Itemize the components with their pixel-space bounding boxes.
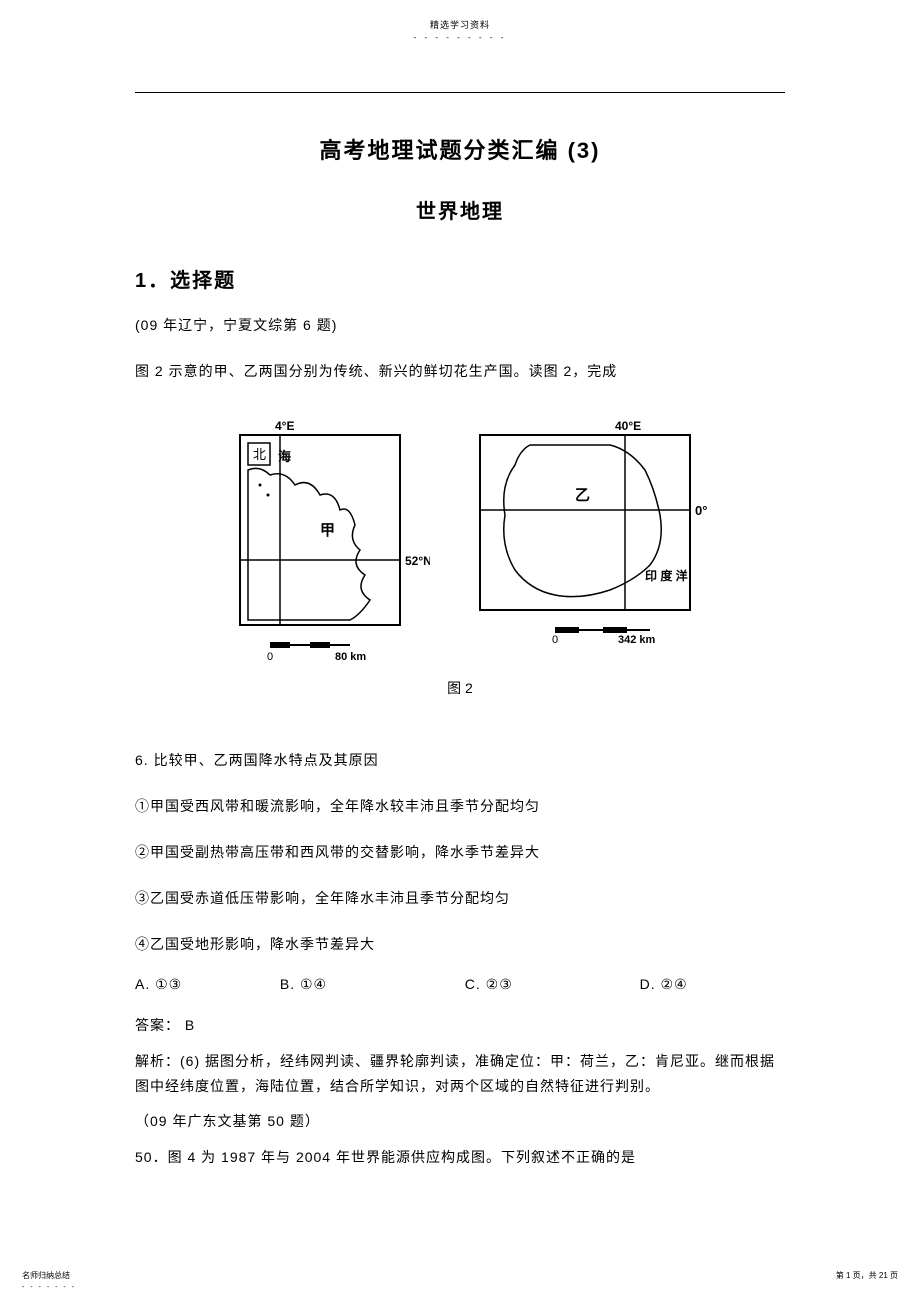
map-left-region-label: 甲 (320, 522, 335, 539)
choice-d: D. ②④ (640, 976, 760, 993)
title-main: 高考地理试题分类汇编 (3) (135, 133, 785, 165)
choice-c: C. ②③ (465, 976, 635, 993)
answer-text: 答案： B (135, 1011, 785, 1039)
question2-source: （09 年广东文基第 50 题） (135, 1109, 785, 1134)
page-container: 高考地理试题分类汇编 (3) 世界地理 1．选择题 (09 年辽宁，宁夏文综第 … (135, 92, 785, 1170)
map-left-scale-end: 80 km (335, 651, 366, 663)
question-opt1: ①甲国受西风带和暖流影响，全年降水较丰沛且季节分配均匀 (135, 792, 785, 820)
map-right-scale-end: 342 km (618, 634, 656, 645)
choice-b: B. ①④ (280, 976, 460, 993)
footer-right: 第 1 页，共 21 页 (836, 1270, 898, 1281)
header-dots: - - - - - - - - - (0, 33, 920, 42)
map-right-lat-label: 0° (695, 503, 707, 518)
maps-row: 4°E 北 海 52°N 甲 (135, 415, 785, 670)
map-caption: 图 2 (135, 678, 785, 698)
analysis-text: 解析：(6) 据图分析，经纬网判读、疆界轮廓判读，准确定位：甲：荷兰，乙：肯尼亚… (135, 1049, 785, 1099)
question-opt4: ④乙国受地形影响，降水季节差异大 (135, 930, 785, 958)
map-left: 4°E 北 海 52°N 甲 (200, 415, 430, 670)
footer-dots-left: - - - - - - - (22, 1284, 76, 1291)
map-left-lat-label: 52°N (405, 554, 430, 568)
map-right-scale-zero: 0 (552, 634, 558, 645)
map-left-lon-label: 4°E (275, 419, 294, 433)
map-right-lon-label: 40°E (615, 419, 641, 433)
options-row: A. ①③ B. ①④ C. ②③ D. ②④ (135, 976, 785, 993)
compass-n: 北 (253, 447, 266, 462)
header-small-text: 精选学习资料 (0, 0, 920, 31)
question-intro: 图 2 示意的甲、乙两国分别为传统、新兴的鲜切花生产国。读图 2，完成 (135, 357, 785, 385)
question2-stem: 50．图 4 为 1987 年与 2004 年世界能源供应构成图。下列叙述不正确… (135, 1145, 785, 1170)
map-right: 40°E 0° 乙 印 度 洋 0 342 km (460, 415, 720, 650)
footer-left: 名师归纳总结 (22, 1270, 70, 1281)
map-right-region-label: 乙 (575, 487, 590, 504)
question-opt3: ③乙国受赤道低压带影响，全年降水丰沛且季节分配均匀 (135, 884, 785, 912)
ocean-label: 印 度 洋 (645, 568, 688, 583)
choice-a: A. ①③ (135, 976, 275, 993)
question-source-1: (09 年辽宁，宁夏文综第 6 题) (135, 311, 785, 339)
question-stem: 6. 比较甲、乙两国降水特点及其原因 (135, 746, 785, 774)
title-sub: 世界地理 (135, 195, 785, 224)
map-left-scale-zero: 0 (267, 651, 273, 663)
question-opt2: ②甲国受副热带高压带和西风带的交替影响，降水季节差异大 (135, 838, 785, 866)
section-heading: 1．选择题 (135, 264, 785, 293)
